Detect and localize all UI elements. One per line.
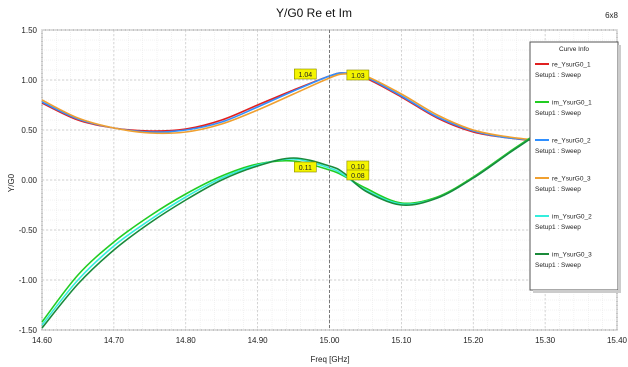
- x-tick-label: 14.70: [104, 336, 125, 345]
- y-tick-label: -0.50: [19, 226, 38, 235]
- marker-box: [346, 169, 370, 181]
- legend-entry-re_YsurG0_3[interactable]: re_YsurG0_3 Setup1 : Sweep: [535, 176, 591, 194]
- series-line-re_YsurG0_3: [41, 72, 618, 141]
- legend-shadow: [533, 290, 621, 293]
- y-tick-label: 0.00: [21, 176, 37, 185]
- legend-series-name: re_YsurG0_1: [552, 62, 591, 69]
- marker-0.11[interactable]: 0.11: [294, 161, 317, 173]
- series-layer: [41, 47, 618, 329]
- x-tick-label: 15.40: [607, 336, 628, 345]
- series-line-re_YsurG0_2: [41, 72, 618, 141]
- marker-box: [294, 161, 317, 173]
- legend-series-setup: Setup1 : Sweep: [535, 72, 581, 79]
- legend-series-setup: Setup1 : Sweep: [535, 262, 581, 269]
- legend-box: [529, 41, 619, 291]
- marker-label: 0.10: [351, 164, 365, 171]
- legend-series-setup: Setup1 : Sweep: [535, 148, 581, 155]
- legend-series-name: im_YsurG0_2: [552, 214, 592, 221]
- marker-label: 1.04: [299, 72, 313, 79]
- marker-box: [346, 69, 370, 81]
- marker-1.03[interactable]: 1.03: [346, 69, 370, 81]
- y-tick-label: 0.50: [21, 126, 37, 135]
- x-tick-label: 15.00: [319, 336, 340, 345]
- marker-label: 1.03: [351, 73, 365, 80]
- legend-entry-im_YsurG0_3[interactable]: im_YsurG0_3 Setup1 : Sweep: [535, 252, 592, 270]
- legend-series-name: im_YsurG0_1: [552, 100, 592, 107]
- x-tick-label: 14.80: [176, 336, 197, 345]
- legend-entry-im_YsurG0_2[interactable]: im_YsurG0_2 Setup1 : Sweep: [535, 214, 592, 232]
- plot-area: 1.04 1.03 0.11 0.10 0.08: [41, 29, 618, 331]
- x-tick-label: 14.90: [248, 336, 269, 345]
- marker-layer: 1.04 1.03 0.11 0.10 0.08: [294, 68, 370, 181]
- x-tick-label: 15.10: [391, 336, 412, 345]
- marker-0.10[interactable]: 0.10: [346, 160, 370, 172]
- chart-title: Y/G0 Re et Im: [276, 6, 352, 20]
- legend-series-setup: Setup1 : Sweep: [535, 110, 581, 117]
- legend-series-name: re_YsurG0_3: [552, 176, 591, 183]
- marker-label: 0.08: [351, 173, 365, 180]
- legend-entry-im_YsurG0_1[interactable]: im_YsurG0_1 Setup1 : Sweep: [535, 100, 592, 118]
- marker-1.04[interactable]: 1.04: [294, 68, 317, 80]
- x-tick-label: 14.60: [32, 336, 53, 345]
- legend-entry-re_YsurG0_1[interactable]: re_YsurG0_1 Setup1 : Sweep: [535, 62, 591, 80]
- marker-0.08[interactable]: 0.08: [346, 169, 370, 181]
- legend-series-setup: Setup1 : Sweep: [535, 186, 581, 193]
- x-tick-label: 15.30: [535, 336, 556, 345]
- series-line-im_YsurG0_1: [41, 47, 618, 323]
- x-axis: 14.60 14.70 14.80 14.90 15.00 15.10 15.20 15.30…: [32, 336, 628, 345]
- x-axis-label: Freq [GHz]: [310, 355, 349, 364]
- y-tick-label: 1.50: [21, 26, 37, 35]
- corner-tag: 6x8: [605, 11, 618, 20]
- y-tick-label: -1.50: [19, 326, 38, 335]
- y-axis-label: Y/G0: [7, 173, 16, 192]
- marker-box: [294, 68, 317, 80]
- x-tick-label: 15.20: [463, 336, 484, 345]
- legend-entries: re_YsurG0_1 Setup1 : Sweep im_YsurG0_1 Setu…: [535, 62, 592, 270]
- y-axis: 1.50 1.00 0.50 0.00 -0.50 -1.00 -1.50: [19, 26, 38, 335]
- y-tick-label: -1.00: [19, 276, 38, 285]
- series-line-im_YsurG0_3: [41, 48, 618, 329]
- legend-shadow: [618, 45, 621, 293]
- legend-title: Curve Info: [559, 46, 589, 53]
- legend-series-name: im_YsurG0_3: [552, 252, 592, 259]
- y-tick-label: 1.00: [21, 76, 37, 85]
- legend-entry-re_YsurG0_2[interactable]: re_YsurG0_2 Setup1 : Sweep: [535, 138, 591, 156]
- marker-label: 0.11: [299, 165, 312, 172]
- legend-series-name: re_YsurG0_2: [552, 138, 591, 145]
- legend-series-setup: Setup1 : Sweep: [535, 224, 581, 231]
